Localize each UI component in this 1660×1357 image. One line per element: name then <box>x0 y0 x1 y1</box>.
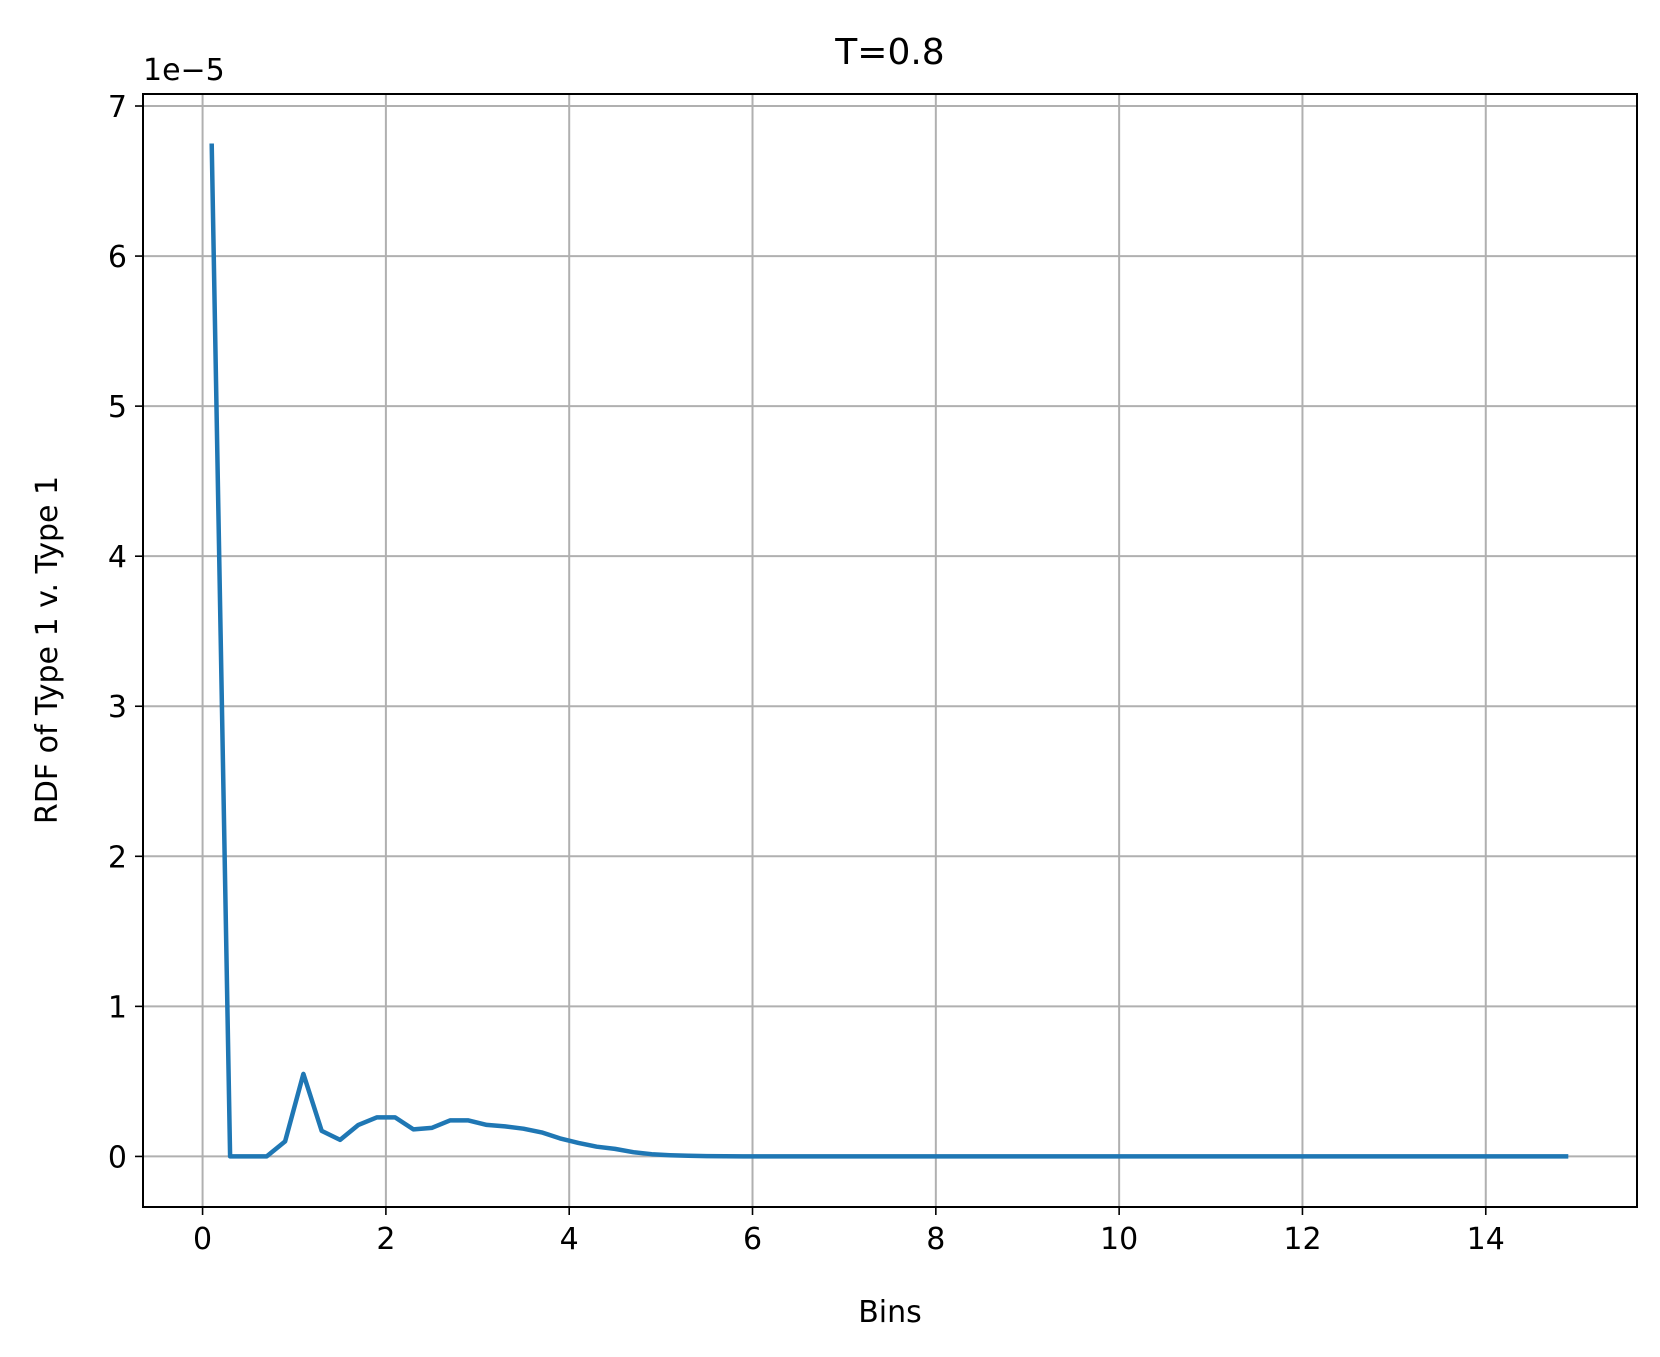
x-tick-label: 10 <box>1100 1222 1138 1257</box>
y-tick-label: 3 <box>108 690 127 725</box>
y-tick-label: 6 <box>108 240 127 275</box>
x-tick-label: 12 <box>1283 1222 1321 1257</box>
y-axis-label: RDF of Type 1 v. Type 1 <box>30 476 65 824</box>
x-tick-label: 8 <box>926 1222 945 1257</box>
x-tick-label: 14 <box>1467 1222 1505 1257</box>
series-layer <box>209 143 1569 1159</box>
grid <box>143 94 1637 1207</box>
x-tick-label: 4 <box>560 1222 579 1257</box>
y-offset-text: 1e−5 <box>143 53 225 88</box>
x-tick-label: 2 <box>376 1222 395 1257</box>
y-tick-label: 2 <box>108 840 127 875</box>
x-axis-label: Bins <box>858 1295 922 1330</box>
x-tick-label: 0 <box>193 1222 212 1257</box>
y-tick-label: 7 <box>108 90 127 125</box>
y-tick-label: 4 <box>108 540 127 575</box>
y-tick-label: 5 <box>108 390 127 425</box>
x-tick-label: 6 <box>743 1222 762 1257</box>
y-tick-label: 1 <box>108 990 127 1025</box>
chart-title: T=0.8 <box>834 32 944 73</box>
y-tick-label: 0 <box>108 1140 127 1175</box>
series-line <box>209 143 1569 1159</box>
plot-frame <box>142 93 1638 1208</box>
